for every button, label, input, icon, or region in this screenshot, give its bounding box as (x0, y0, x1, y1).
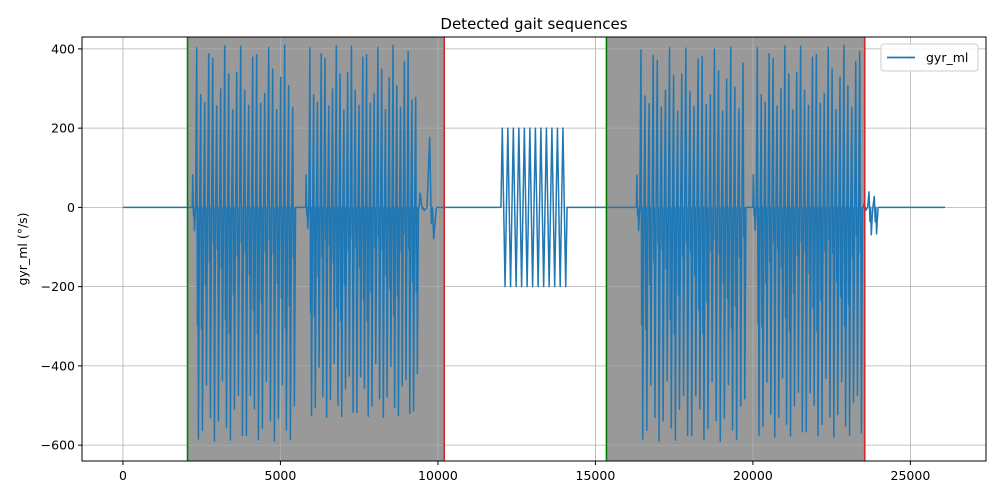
x-tick-label-3: 15000 (576, 468, 616, 483)
series-gyr_ml-line (122, 44, 946, 442)
y-tick-label-1: −400 (41, 358, 75, 373)
chart-title: Detected gait sequences (440, 15, 627, 33)
y-tick-label-5: 400 (51, 41, 75, 56)
x-tick-label-0: 0 (119, 468, 127, 483)
gait-sequence-bounds (186, 37, 866, 461)
series-layer (122, 44, 946, 442)
x-tick-label-1: 5000 (265, 468, 297, 483)
plot-frame (81, 36, 987, 462)
y-tick-label-4: 200 (51, 121, 75, 136)
y-tick-label-2: −200 (41, 279, 75, 294)
legend-box (880, 43, 979, 72)
legend: gyr_ml (880, 43, 979, 72)
legend-label-gyr_ml: gyr_ml (926, 50, 968, 65)
y-axis-label: gyr_ml (°/s) (15, 212, 30, 285)
y-axis: −600 −400 −200 0 200 400 (41, 41, 82, 453)
x-tick-label-2: 10000 (418, 468, 458, 483)
x-tick-label-4: 20000 (733, 468, 773, 483)
x-tick-label-5: 25000 (891, 468, 931, 483)
x-axis: 0 5000 10000 15000 20000 25000 (119, 461, 930, 483)
y-tick-label-0: −600 (41, 438, 75, 453)
y-tick-label-3: 0 (67, 200, 75, 215)
